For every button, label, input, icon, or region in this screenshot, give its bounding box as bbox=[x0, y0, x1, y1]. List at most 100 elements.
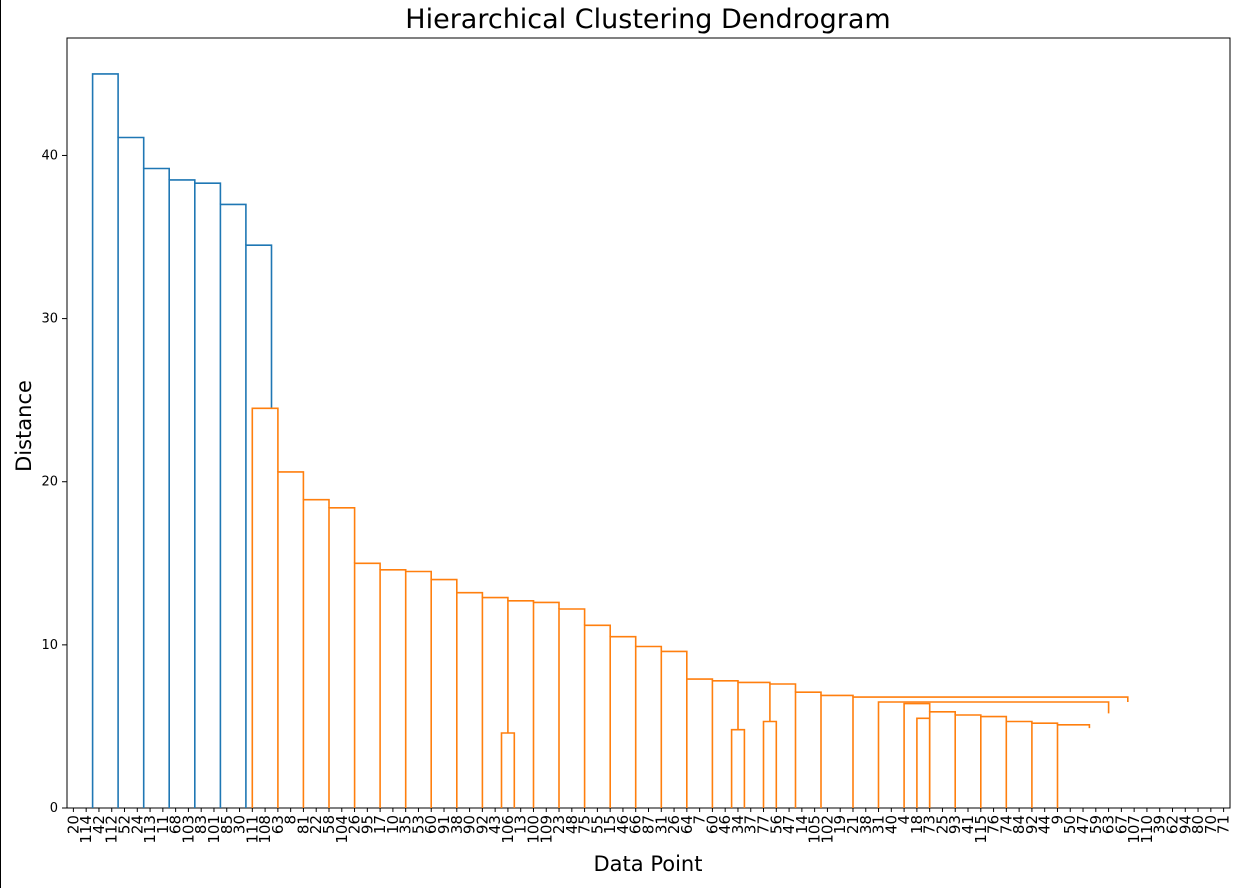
y-tick-label: 0 bbox=[50, 801, 58, 816]
leaf-label: 35 bbox=[397, 815, 415, 834]
leaf-label: 113 bbox=[141, 815, 159, 844]
leaf-label: 87 bbox=[640, 815, 658, 834]
leaf-label: 20 bbox=[64, 815, 82, 834]
dendrogram-link bbox=[251, 407, 279, 808]
leaf-label: 7 bbox=[691, 815, 709, 825]
leaf-label: 102 bbox=[818, 815, 836, 844]
leaf-label: 24 bbox=[128, 815, 146, 834]
leaf-label: 76 bbox=[985, 815, 1003, 834]
leaf-label: 48 bbox=[563, 815, 581, 834]
leaf-label: 74 bbox=[997, 815, 1015, 834]
leaf-label: 46 bbox=[716, 815, 734, 834]
dendrogram-link bbox=[558, 608, 586, 808]
dendrogram-link bbox=[916, 717, 931, 808]
leaf-label: 91 bbox=[435, 815, 453, 834]
leaf-label: 60 bbox=[703, 815, 721, 834]
leaf-label: 53 bbox=[409, 815, 427, 834]
dendrogram-link bbox=[507, 599, 535, 733]
dendrogram-link bbox=[168, 179, 196, 808]
leaf-label: 60 bbox=[422, 815, 440, 834]
dendrogram-link bbox=[245, 244, 273, 808]
dendrogram-link bbox=[583, 624, 612, 808]
axes bbox=[66, 37, 1231, 809]
dendrogram-link bbox=[685, 678, 714, 808]
leaf-label: 13 bbox=[512, 815, 530, 834]
leaf-label: 67 bbox=[1112, 815, 1130, 834]
y-tick-label: 20 bbox=[41, 475, 58, 490]
leaf-label: 90 bbox=[461, 815, 479, 834]
leaf-label: 31 bbox=[870, 815, 888, 834]
leaf-label: 115 bbox=[972, 815, 990, 844]
leaf-label: 101 bbox=[205, 815, 223, 844]
leaf-label: 105 bbox=[806, 815, 824, 844]
leaf-label: 4 bbox=[895, 815, 913, 825]
leaf-label: 66 bbox=[627, 815, 645, 834]
leaf-label: 81 bbox=[294, 815, 312, 834]
leaf-label: 44 bbox=[1036, 815, 1054, 834]
leaf-label: 17 bbox=[371, 815, 389, 834]
leaf-label: 41 bbox=[959, 815, 977, 834]
dendrogram-link bbox=[117, 136, 145, 808]
dendrogram-link bbox=[277, 471, 305, 808]
leaf-label: 114 bbox=[77, 815, 95, 844]
dendrogram-link bbox=[500, 732, 516, 808]
leaf-label: 104 bbox=[333, 815, 351, 844]
leaf-label: 85 bbox=[218, 815, 236, 834]
leaf-label: 22 bbox=[307, 815, 325, 834]
dendrogram-link bbox=[1005, 720, 1033, 808]
dendrogram-link bbox=[302, 498, 330, 808]
y-tick-label: 40 bbox=[41, 148, 58, 163]
leaf-label: 18 bbox=[908, 815, 926, 834]
leaf-label: 95 bbox=[358, 815, 376, 834]
leaf-label: 23 bbox=[550, 815, 568, 834]
leaf-label: 55 bbox=[588, 815, 606, 834]
leaf-label: 70 bbox=[1202, 815, 1220, 834]
leaf-label: 34 bbox=[729, 815, 747, 834]
leaf-label: 25 bbox=[933, 815, 951, 834]
leaf-label: 80 bbox=[1189, 815, 1207, 834]
leaf-label: 14 bbox=[793, 815, 811, 834]
dendrogram-link bbox=[852, 696, 1129, 808]
leaf-label: 39 bbox=[1151, 815, 1169, 834]
leaf-label: 62 bbox=[1163, 815, 1181, 834]
leaf-label: 46 bbox=[614, 815, 632, 834]
dendrogram-link bbox=[954, 714, 982, 808]
dendrogram-link bbox=[660, 650, 688, 808]
leaf-label: 50 bbox=[1061, 815, 1079, 834]
leaf-label: 111 bbox=[243, 815, 261, 844]
dendrogram-link bbox=[794, 691, 822, 808]
plot-frame bbox=[66, 37, 1231, 809]
leaf-label: 52 bbox=[116, 815, 134, 834]
leaf-label: 56 bbox=[767, 815, 785, 834]
dendrogram-link bbox=[353, 562, 381, 808]
dendrogram-link bbox=[194, 182, 222, 808]
leaf-label: 58 bbox=[320, 815, 338, 834]
y-tick-label: 10 bbox=[41, 638, 58, 653]
leaf-label: 9 bbox=[1048, 815, 1066, 825]
dendrogram-link bbox=[730, 728, 746, 808]
dendrogram-link bbox=[379, 568, 407, 808]
leaf-label: 15 bbox=[601, 815, 619, 834]
leaf-label: 112 bbox=[103, 815, 121, 844]
leaf-label: 84 bbox=[1010, 815, 1028, 834]
dendrogram-link bbox=[430, 578, 458, 808]
leaf-label: 10 bbox=[384, 815, 402, 834]
dendrogram-link bbox=[532, 601, 560, 808]
page-border bbox=[0, 0, 1, 888]
leaf-label: 106 bbox=[499, 815, 517, 844]
leaf-label: 92 bbox=[473, 815, 491, 834]
leaf-label: 100 bbox=[524, 815, 542, 844]
leaf-label: 63 bbox=[1100, 815, 1118, 834]
leaf-label: 38 bbox=[448, 815, 466, 834]
leaf-label: 68 bbox=[167, 815, 185, 834]
leaf-label: 63 bbox=[269, 815, 287, 834]
leaf-label: 40 bbox=[882, 815, 900, 834]
dendrogram-link bbox=[634, 645, 663, 808]
dendrogram-link bbox=[820, 694, 854, 808]
leaf-label: 31 bbox=[652, 815, 670, 834]
dendrogram-link bbox=[762, 720, 778, 808]
leaf-label: 47 bbox=[780, 815, 798, 834]
leaf-label: 110 bbox=[1138, 815, 1156, 844]
dendrogram-link bbox=[404, 570, 433, 808]
